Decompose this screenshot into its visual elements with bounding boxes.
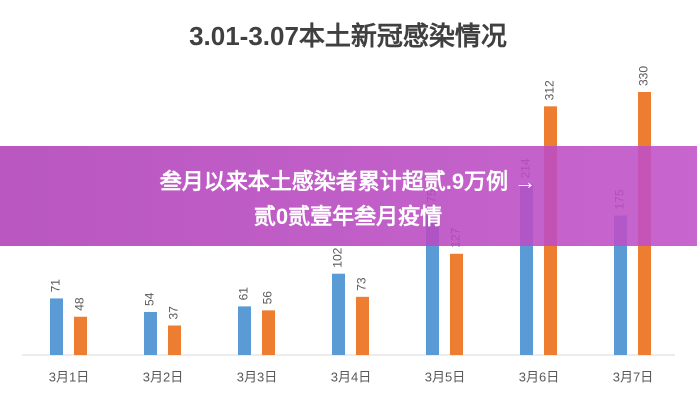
data-label: 56 [261,291,275,305]
bar [74,316,87,355]
data-label: 330 [637,66,651,86]
data-label: 312 [543,80,557,100]
chart-title: 3.01-3.07本土新冠感染情况 [189,21,507,51]
bar [144,311,157,355]
data-label: 37 [167,306,181,320]
bar [450,253,463,355]
data-label: 61 [237,287,251,301]
x-tick-label: 3月6日 [519,369,559,384]
bar [356,296,369,355]
x-tick-label: 3月2日 [143,369,183,384]
bar [168,325,181,355]
bar [50,298,63,355]
x-tick-label: 3月7日 [613,369,653,384]
data-label: 71 [49,279,63,293]
bar [238,306,251,355]
x-tick-label: 3月3日 [237,369,277,384]
data-label: 102 [331,247,345,267]
bar [426,215,439,355]
x-tick-label: 3月1日 [49,369,89,384]
plot-area: 3月1日71483月2日54373月3日61563月4日102733月5日175… [49,66,654,385]
x-tick-label: 3月5日 [425,369,465,384]
bar [332,273,345,355]
data-label: 48 [73,297,87,311]
banner-line: 叁月以来本土感染者累计超贰.9万例 → [159,169,536,194]
bar [614,215,627,355]
banner-line: 贰0贰壹年叁月疫情 [254,204,442,229]
bar [262,310,275,355]
x-tick-label: 3月4日 [331,369,371,384]
data-label: 54 [143,292,157,306]
banner [0,146,697,246]
data-label: 73 [355,277,369,291]
